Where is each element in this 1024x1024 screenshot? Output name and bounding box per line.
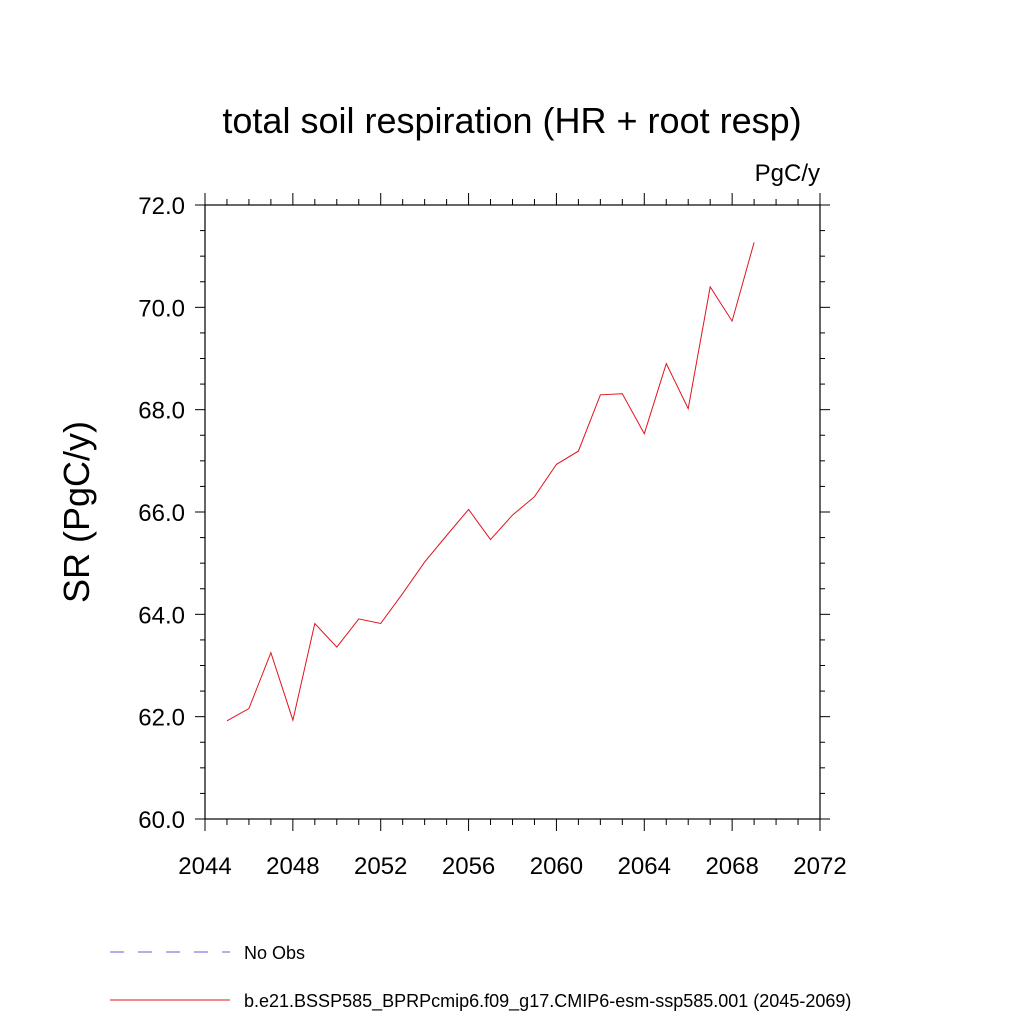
series-line <box>226 242 755 723</box>
x-tick-labels: 2044 2048 2052 2056 2060 2064 2068 2072 <box>178 853 846 880</box>
legend-label: b.e21.BSSP585_BPRPcmip6.f09_g17.CMIP6-es… <box>244 991 851 1012</box>
y-tick-label: 62.0 <box>138 705 185 732</box>
units-label: PgC/y <box>755 160 820 187</box>
plot-frame <box>204 204 821 820</box>
x-tick-label: 2048 <box>266 853 319 880</box>
axis-ticks <box>195 193 830 831</box>
legend: No Obs b.e21.BSSP585_BPRPcmip6.f09_g17.CM… <box>110 943 851 1012</box>
y-tick-label: 68.0 <box>138 398 185 425</box>
x-tick-label: 2060 <box>530 853 583 880</box>
y-tick-label: 66.0 <box>138 500 185 527</box>
y-tick-labels: 60.0 62.0 64.0 66.0 68.0 70.0 72.0 <box>138 193 185 834</box>
x-tick-label: 2044 <box>178 853 231 880</box>
y-tick-label: 64.0 <box>138 602 185 629</box>
x-tick-label: 2068 <box>705 853 758 880</box>
y-tick-label: 72.0 <box>138 193 185 220</box>
x-tick-label: 2064 <box>618 853 671 880</box>
x-tick-label: 2072 <box>793 853 846 880</box>
x-tick-label: 2052 <box>354 853 407 880</box>
y-axis-label: SR (PgC/y) <box>56 421 97 603</box>
y-tick-label: 60.0 <box>138 807 185 834</box>
chart-title: total soil respiration (HR + root resp) <box>222 100 801 141</box>
y-tick-label: 70.0 <box>138 295 185 322</box>
x-tick-label: 2056 <box>442 853 495 880</box>
legend-label: No Obs <box>244 943 305 963</box>
series-layer <box>226 242 755 723</box>
